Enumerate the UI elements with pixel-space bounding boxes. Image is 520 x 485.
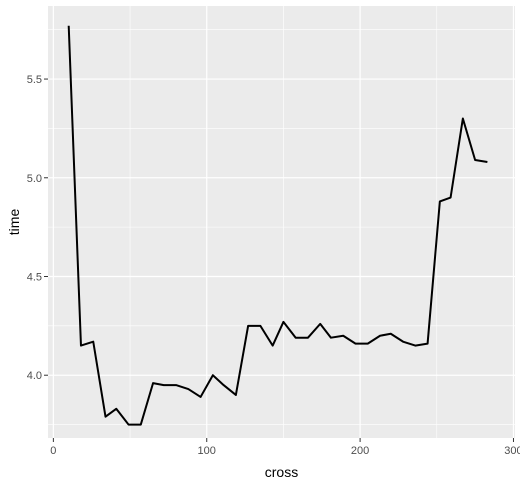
x-tick-label: 300 xyxy=(504,445,520,457)
y-axis-title: time xyxy=(6,209,22,236)
x-tick-label: 0 xyxy=(50,445,56,457)
x-axis-title: cross xyxy=(265,464,298,480)
y-tick-label: 4.0 xyxy=(27,370,42,382)
series-line xyxy=(67,25,488,426)
major-gridlines xyxy=(48,6,515,438)
y-tick-label: 5.0 xyxy=(27,173,42,185)
y-tick-label: 5.5 xyxy=(27,74,42,86)
x-tick-label: 100 xyxy=(198,445,216,457)
y-axis-ticks: 4.0 4.5 5.0 5.5 xyxy=(27,74,48,382)
x-axis-ticks: 0 100 200 300 xyxy=(50,438,520,457)
x-tick-label: 200 xyxy=(351,445,369,457)
plot-panel xyxy=(48,6,515,438)
y-tick-label: 4.5 xyxy=(27,271,42,283)
